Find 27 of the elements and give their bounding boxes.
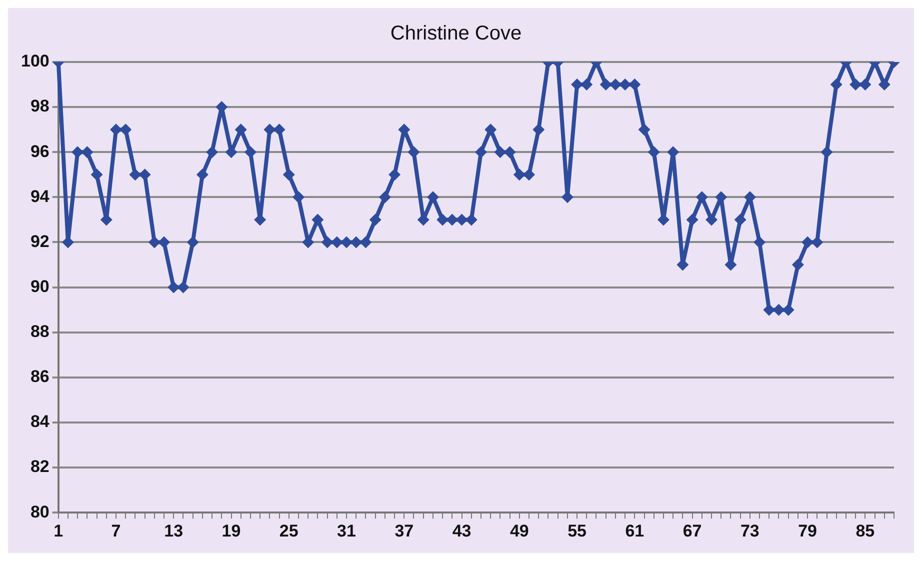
x-tick-label: 31 [337,521,356,540]
y-tick-label: 82 [30,457,50,476]
y-tick-label: 100 [20,52,50,71]
x-tick-label: 7 [111,521,121,540]
x-tick-label: 55 [568,521,586,540]
x-tick-label: 13 [164,521,184,540]
x-tick-label: 19 [222,521,241,540]
x-tick-label: 73 [740,521,760,540]
y-tick-label: 80 [30,502,50,522]
x-tick-label: 85 [856,521,875,540]
x-tick-label: 25 [279,521,298,540]
x-tick-label: 37 [394,521,414,540]
x-tick-label: 79 [798,521,818,540]
x-tick-label: 1 [54,521,64,540]
x-tick-label: 67 [682,521,702,540]
y-tick-label: 94 [30,186,50,206]
y-tick-label: 98 [30,96,50,116]
y-tick-label: 96 [30,142,50,161]
chart-title: Christine Cove [390,22,522,45]
y-tick-label: 84 [30,412,50,432]
x-tick-label: 61 [625,521,644,540]
y-tick-label: 88 [30,322,50,342]
y-tick-label: 90 [30,276,50,296]
y-tick-label: 86 [30,367,50,386]
x-tick-label: 49 [510,521,529,540]
y-tick-label: 92 [30,232,50,251]
x-tick-label: 43 [452,521,472,540]
